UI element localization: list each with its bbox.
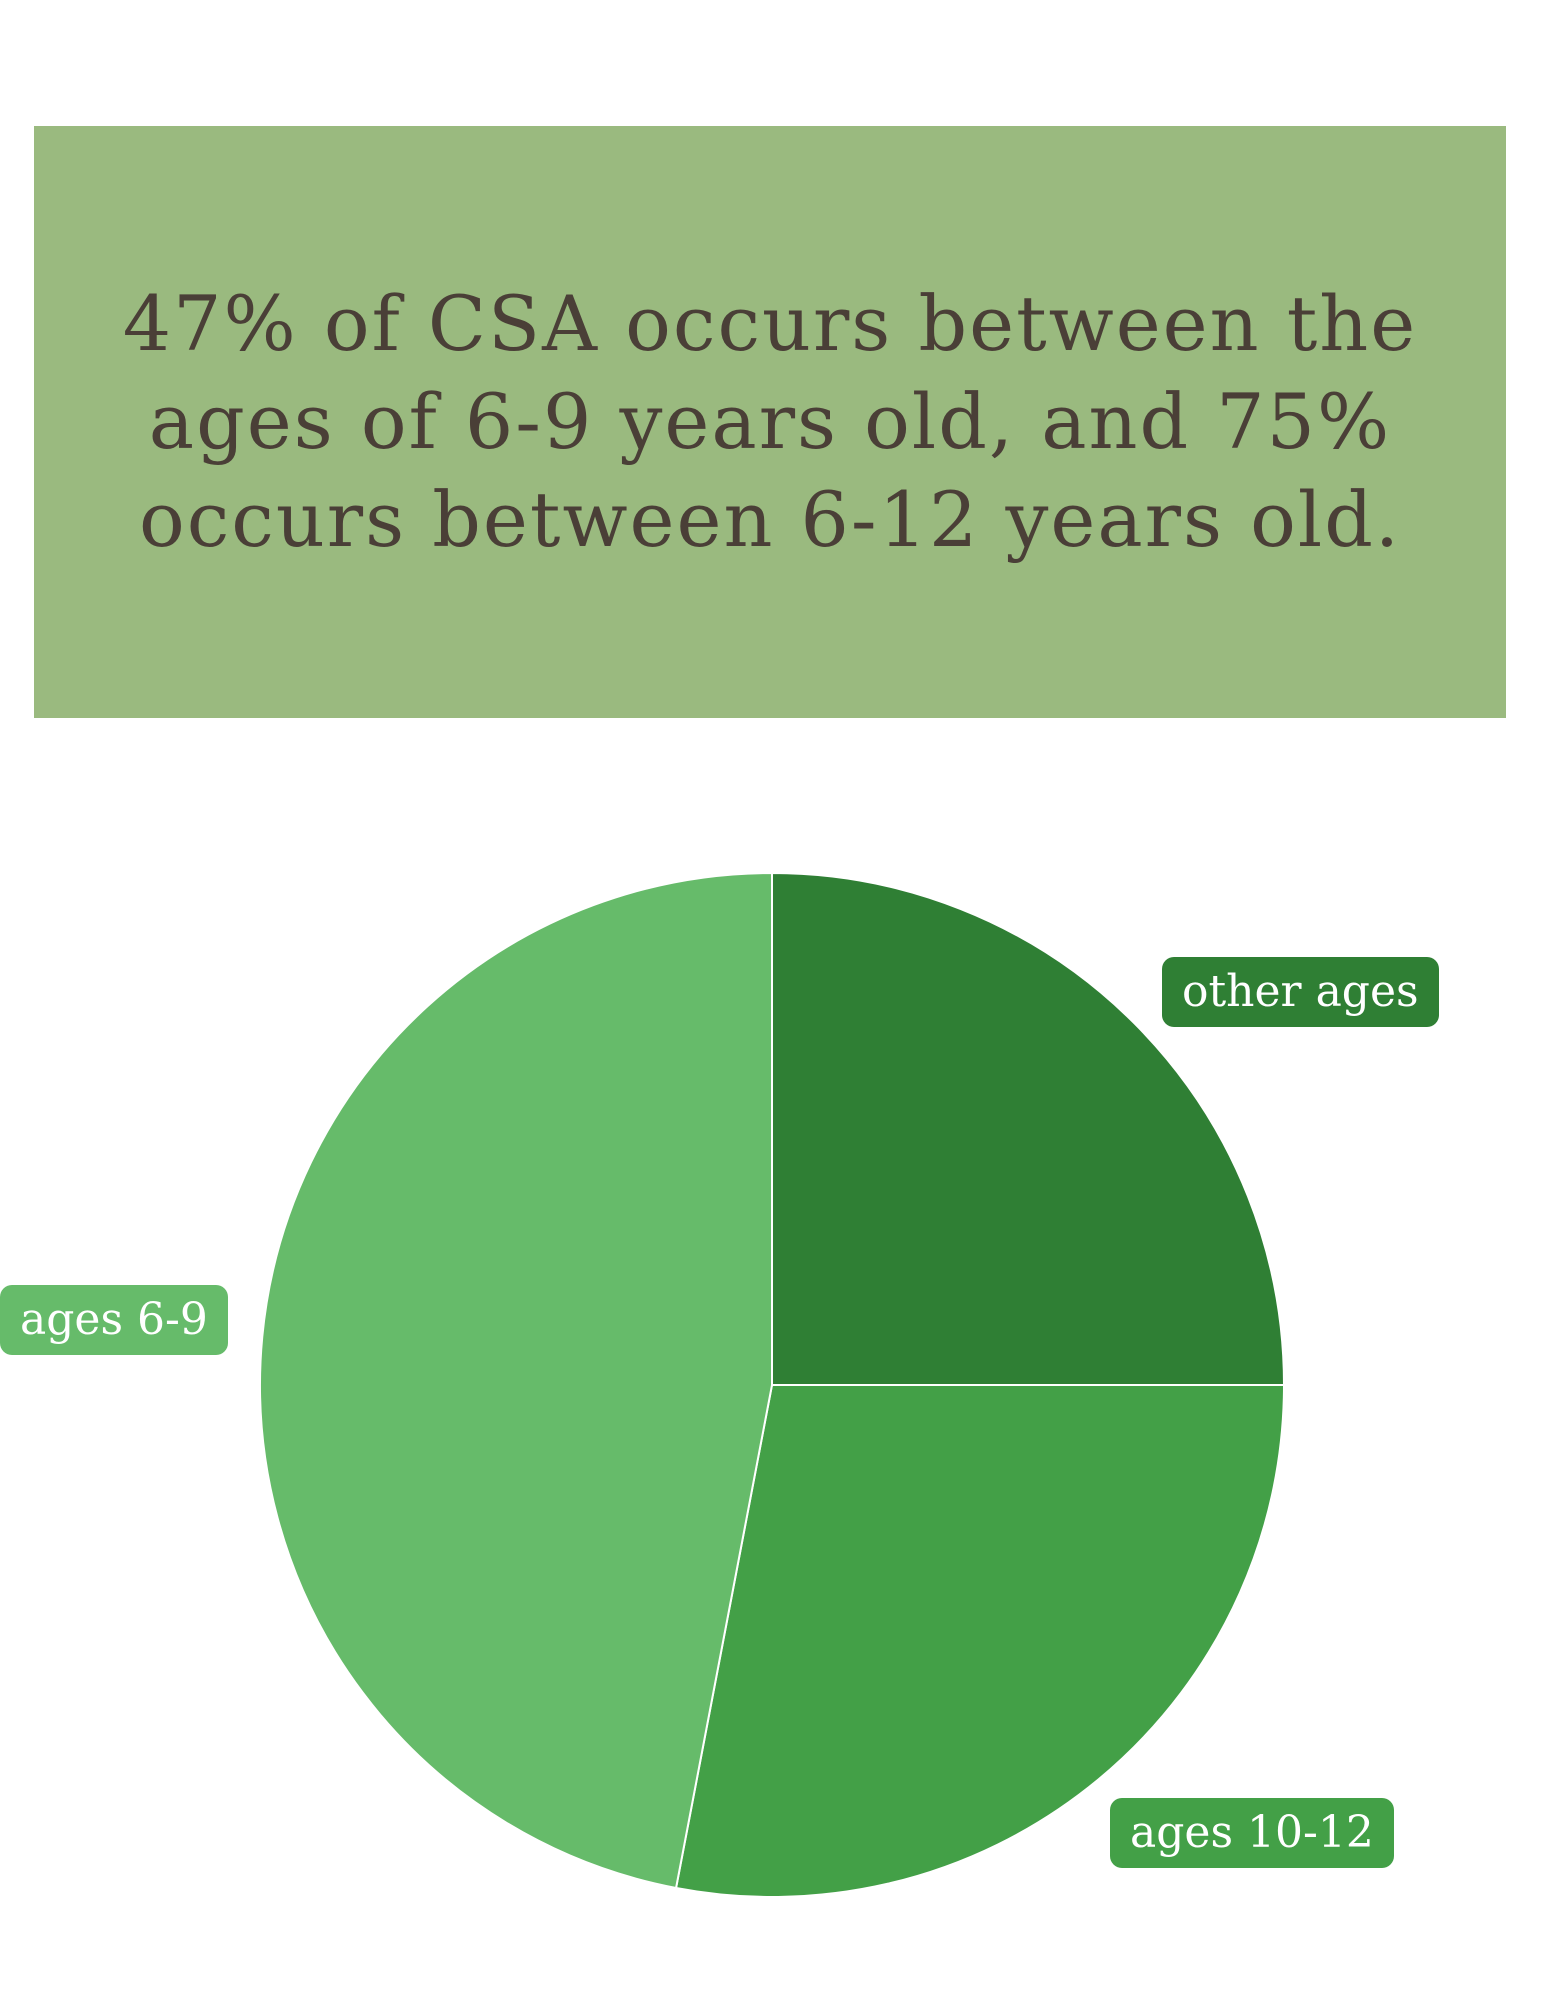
slice-label-other-ages: other ages [1162,957,1439,1027]
pie-slice-ages-10-12 [674,1384,1286,1898]
pie-slice-other-ages [771,871,1286,1386]
slice-label-ages-10-12: ages 10-12 [1110,1798,1394,1868]
headline-text: 47% of CSA occurs between the ages of 6-… [122,279,1418,564]
pie-slice-ages-6-9 [259,871,773,1890]
slice-label-ages-6-9: ages 6-9 [0,1285,228,1355]
headline-banner: 47% of CSA occurs between the ages of 6-… [34,126,1506,718]
